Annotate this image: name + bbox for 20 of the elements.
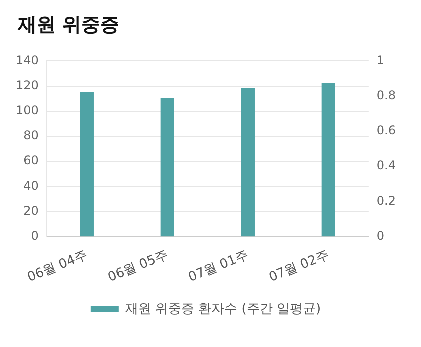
- y2-tick-label: 0: [376, 228, 385, 243]
- y-tick-label: 20: [24, 204, 39, 218]
- y-tick-label: 120: [16, 78, 39, 92]
- y-tick-label: 0: [31, 228, 39, 243]
- y-tick-label: 40: [24, 178, 39, 193]
- y2-tick-label: 0.6: [376, 124, 396, 138]
- chart-title: 재원 위중증: [18, 13, 121, 38]
- x-tick-label: 06월 05주: [106, 248, 170, 286]
- y-tick-label: 100: [16, 104, 39, 118]
- y-tick-label: 80: [24, 128, 39, 143]
- x-tick-label: 06월 04주: [26, 248, 90, 286]
- y2-tick-label: 0.2: [376, 194, 396, 208]
- y-tick-label: 60: [24, 154, 39, 168]
- y2-tick-label: 1: [376, 53, 385, 68]
- y-tick-label: 140: [16, 53, 39, 68]
- y2-tick-label: 0.4: [376, 158, 396, 173]
- legend-label: 재원 위중증 환자수 (주간 일평균): [125, 302, 322, 317]
- x-tick-label: 07월 01주: [186, 248, 251, 286]
- y2-tick-label: 0.8: [376, 88, 396, 102]
- x-tick-label: 07월 02주: [267, 248, 332, 286]
